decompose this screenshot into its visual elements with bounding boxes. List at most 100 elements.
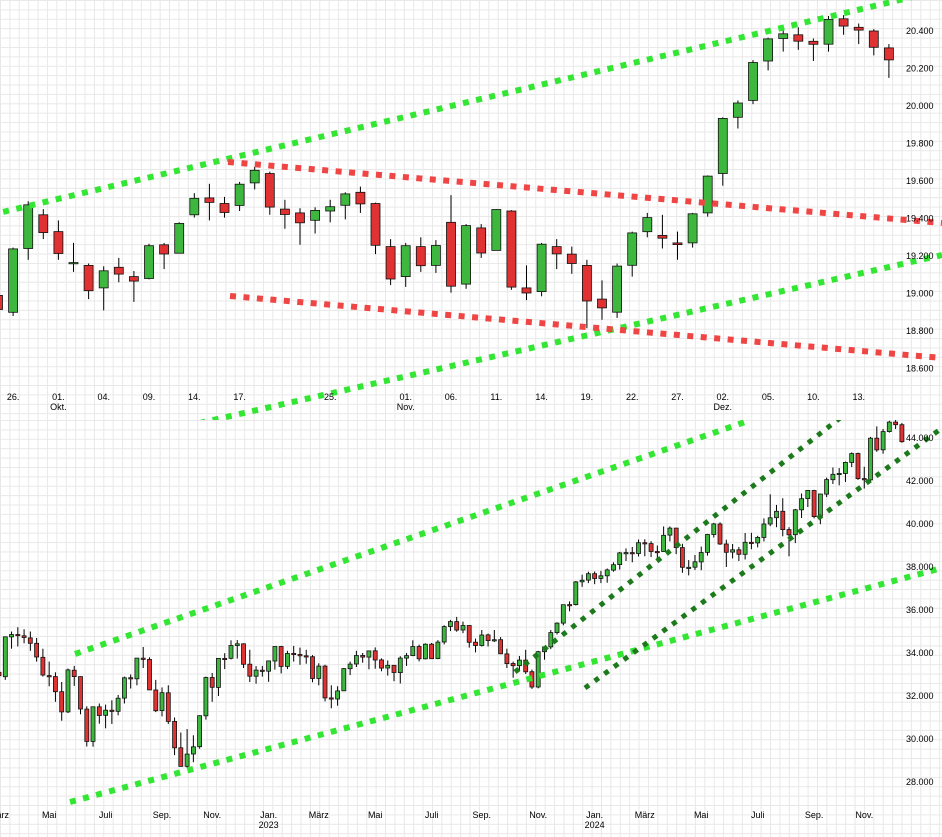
bearish-candle bbox=[222, 657, 228, 660]
bullish-candle bbox=[215, 657, 221, 688]
bullish-candle bbox=[190, 746, 196, 755]
bullish-candle bbox=[868, 437, 873, 481]
bullish-candle bbox=[823, 18, 834, 45]
bullish-candle bbox=[536, 243, 547, 292]
bullish-candle bbox=[461, 225, 472, 285]
steep-channel-upper-trendline[interactable] bbox=[513, 420, 842, 674]
bullish-candle bbox=[266, 660, 272, 672]
bullish-candle bbox=[733, 102, 743, 118]
bearish-candle bbox=[40, 656, 46, 676]
bullish-candle bbox=[617, 552, 623, 565]
steep-channel-lower-trendline[interactable] bbox=[583, 425, 942, 691]
trendlines-layer bbox=[0, 0, 942, 420]
uptrend-upper-trendline[interactable] bbox=[0, 0, 942, 216]
time-axis-label: Mai bbox=[42, 810, 57, 820]
bearish-candle bbox=[53, 231, 64, 254]
bullish-candle bbox=[702, 175, 713, 214]
bearish-candle bbox=[717, 523, 723, 545]
bullish-candle bbox=[447, 621, 453, 627]
price-axis-label: 42.000 bbox=[906, 476, 934, 486]
bullish-candle bbox=[316, 665, 322, 679]
bullish-candle bbox=[491, 639, 497, 642]
time-axis-sublabel: Dez. bbox=[714, 402, 733, 412]
bearish-candle bbox=[723, 543, 729, 553]
bearish-candle bbox=[153, 689, 159, 712]
bullish-candle bbox=[8, 248, 19, 313]
time-axis-label: 13. bbox=[852, 392, 865, 402]
bullish-candle bbox=[836, 473, 842, 476]
price-axis-label: 32.000 bbox=[906, 691, 934, 701]
channel-lower-trendline[interactable] bbox=[69, 565, 942, 805]
downtrend-lower-trendline[interactable] bbox=[229, 293, 942, 361]
bearish-candle bbox=[429, 643, 435, 660]
downtrend-upper-trendline[interactable] bbox=[227, 159, 942, 226]
bullish-candle bbox=[272, 646, 278, 662]
bullish-candle bbox=[228, 645, 234, 659]
bullish-candle bbox=[144, 245, 154, 279]
bearish-candle bbox=[0, 671, 2, 677]
bearish-candle bbox=[278, 646, 284, 667]
bullish-candle bbox=[341, 668, 347, 692]
bearish-candle bbox=[597, 298, 607, 309]
bearish-candle bbox=[297, 654, 303, 657]
price-axis-label: 44.000 bbox=[906, 433, 934, 443]
bullish-candle bbox=[604, 569, 610, 577]
bearish-candle bbox=[21, 635, 27, 638]
bullish-candle bbox=[184, 753, 190, 767]
time-axis-label: 27. bbox=[671, 392, 684, 402]
bearish-candle bbox=[27, 637, 33, 644]
daily-candlestick-chart-panel[interactable]: 20.400 20.200 20.000 19.800 19.600 19.400 19.2… bbox=[0, 0, 942, 420]
bullish-candle bbox=[430, 245, 441, 266]
time-axis-label: Nov. bbox=[203, 810, 221, 820]
bearish-candle bbox=[204, 197, 215, 203]
bullish-candle bbox=[284, 653, 290, 667]
time-axis-label: 02. bbox=[717, 392, 730, 402]
bullish-candle bbox=[824, 479, 829, 495]
bullish-candle bbox=[730, 549, 735, 553]
bullish-candle bbox=[573, 581, 579, 605]
bullish-candle bbox=[325, 206, 336, 212]
bullish-candle bbox=[404, 655, 409, 659]
bearish-candle bbox=[551, 246, 562, 255]
bullish-candle bbox=[435, 641, 441, 660]
channel-upper-trendline[interactable] bbox=[74, 420, 746, 657]
bearish-candle bbox=[140, 657, 146, 660]
bullish-candle bbox=[627, 232, 638, 266]
price-axis-label: 20.400 bbox=[906, 26, 934, 36]
bullish-candle bbox=[761, 523, 767, 538]
bullish-candle bbox=[535, 651, 541, 688]
time-axis-label: 14. bbox=[188, 392, 201, 402]
time-axis-label: Sep. bbox=[805, 810, 824, 820]
time-axis-label: 01. bbox=[399, 392, 412, 402]
weekly-candlestick-chart-panel[interactable]: 44.000 42.000 40.000 38.000 36.000 34.000 32.0… bbox=[0, 420, 942, 837]
bullish-candle bbox=[159, 692, 165, 712]
bearish-candle bbox=[476, 227, 487, 254]
bullish-candle bbox=[103, 709, 108, 716]
bullish-candle bbox=[174, 222, 185, 254]
time-axis-label: 17. bbox=[233, 392, 246, 402]
time-axis-sublabel: 2024 bbox=[585, 820, 605, 830]
bullish-candle bbox=[122, 677, 127, 699]
bullish-candle bbox=[636, 542, 641, 554]
bullish-candle bbox=[385, 664, 391, 669]
bearish-candle bbox=[510, 663, 516, 667]
bearish-candle bbox=[46, 675, 52, 678]
time-axis-label: 06. bbox=[445, 392, 458, 402]
bearish-candle bbox=[793, 34, 804, 42]
bearish-candle bbox=[71, 669, 77, 677]
bearish-candle bbox=[96, 706, 102, 716]
time-axis-label: Jan. bbox=[586, 810, 603, 820]
price-axis-label: 34.000 bbox=[906, 648, 934, 658]
uptrend-lower-trendline[interactable] bbox=[160, 252, 942, 420]
bullish-candle bbox=[9, 634, 14, 638]
price-axis-label: 20.200 bbox=[906, 64, 934, 74]
candles-layer bbox=[0, 15, 894, 329]
time-axis-label: März bbox=[309, 810, 329, 820]
time-axis-label: Mai bbox=[694, 810, 709, 820]
bullish-candle bbox=[68, 262, 79, 265]
bullish-candle bbox=[799, 498, 804, 511]
bearish-candle bbox=[749, 541, 754, 544]
bearish-candle bbox=[506, 210, 517, 288]
bullish-candle bbox=[843, 462, 848, 474]
bullish-candle bbox=[755, 537, 761, 544]
